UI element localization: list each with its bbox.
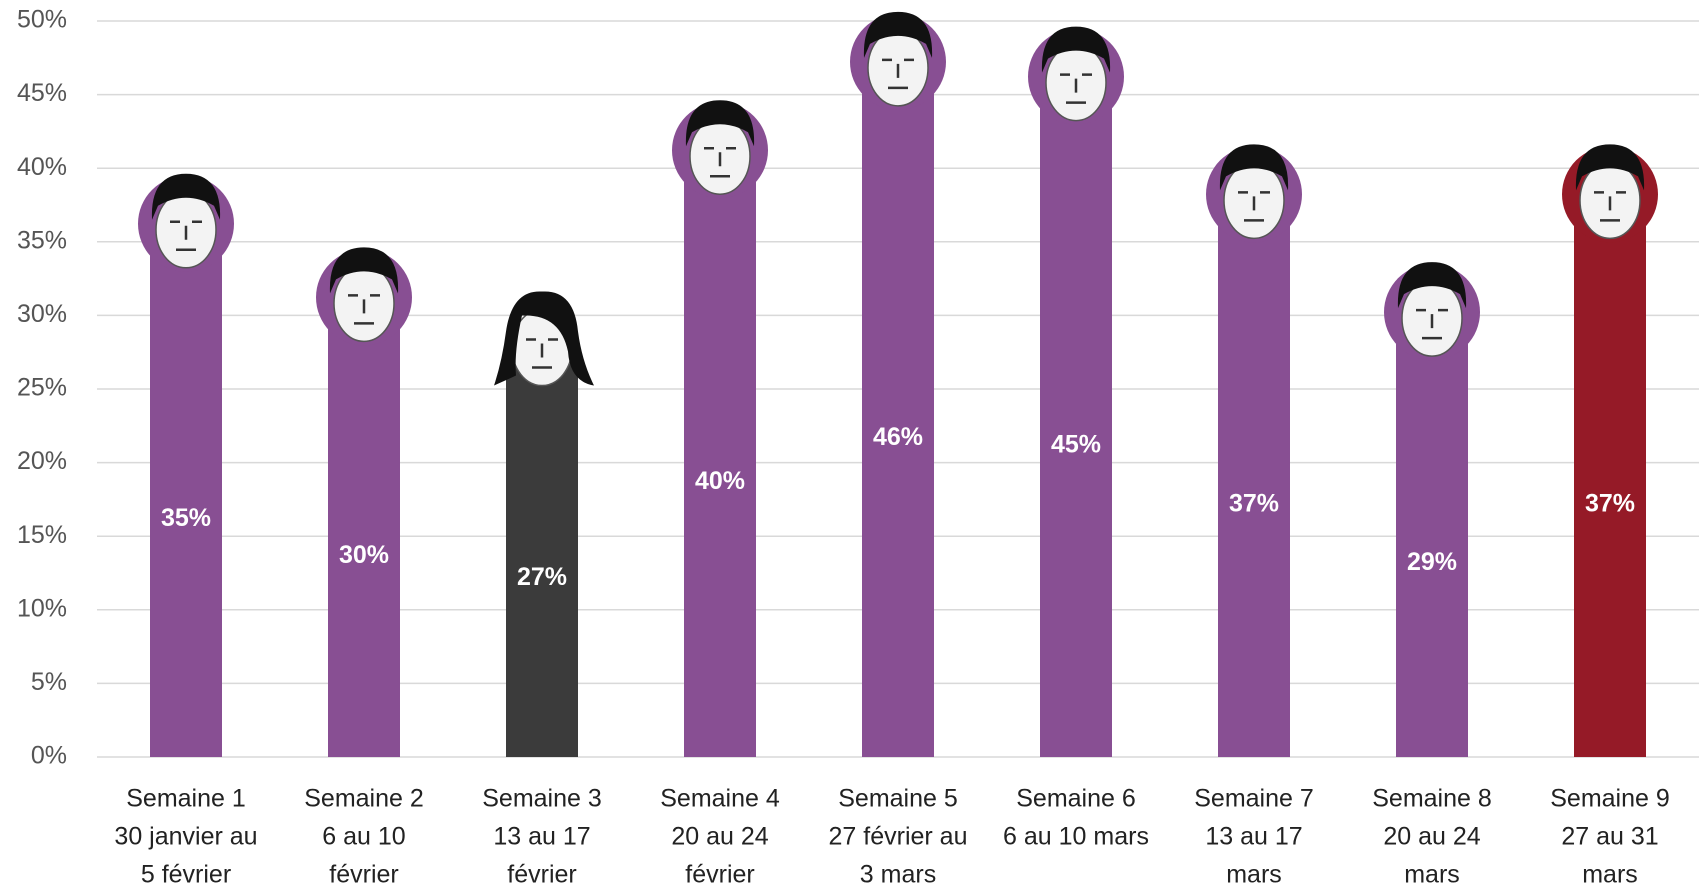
x-tick-label: 6 au 10 mars xyxy=(1003,823,1149,851)
x-tick-label: février xyxy=(329,861,398,889)
value-label: 35% xyxy=(161,504,211,532)
x-tick-label: 27 février au xyxy=(829,823,968,851)
y-tick-label: 0% xyxy=(31,742,67,770)
y-tick-label: 15% xyxy=(17,521,67,549)
x-tick-label: 5 février xyxy=(141,861,231,889)
bar xyxy=(506,360,578,757)
portrait xyxy=(1206,144,1302,242)
bar xyxy=(862,80,934,757)
x-tick-label: Semaine 3 xyxy=(482,785,602,813)
bar xyxy=(1574,212,1646,757)
value-label: 45% xyxy=(1051,430,1101,458)
x-tick-label: 20 au 24 xyxy=(671,823,768,851)
portrait xyxy=(672,100,768,198)
x-tick-label: Semaine 5 xyxy=(838,785,958,813)
x-tick-label: février xyxy=(685,861,754,889)
value-label: 37% xyxy=(1585,489,1635,517)
x-tick-label: Semaine 4 xyxy=(660,785,780,813)
y-tick-label: 50% xyxy=(17,6,67,34)
portrait xyxy=(494,291,594,385)
x-tick-label: mars xyxy=(1226,861,1282,889)
portrait xyxy=(316,247,412,345)
x-tick-label: 13 au 17 xyxy=(1205,823,1302,851)
value-label: 29% xyxy=(1407,548,1457,576)
bar xyxy=(1218,212,1290,757)
x-tick-label: Semaine 2 xyxy=(304,785,424,813)
y-tick-label: 25% xyxy=(17,374,67,402)
bar xyxy=(684,168,756,757)
portrait xyxy=(1384,262,1480,360)
value-label: 40% xyxy=(695,467,745,495)
portrait xyxy=(850,12,946,110)
x-tick-label: Semaine 9 xyxy=(1550,785,1670,813)
y-tick-label: 30% xyxy=(17,300,67,328)
y-tick-label: 45% xyxy=(17,79,67,107)
x-tick-label: 6 au 10 xyxy=(322,823,405,851)
bar xyxy=(1396,330,1468,757)
x-tick-label: 20 au 24 xyxy=(1383,823,1480,851)
value-label: 27% xyxy=(517,563,567,591)
x-tick-label: 30 janvier au xyxy=(114,823,257,851)
value-label: 30% xyxy=(339,541,389,569)
y-tick-label: 20% xyxy=(17,447,67,475)
value-label: 37% xyxy=(1229,489,1279,517)
y-tick-label: 5% xyxy=(31,668,67,696)
portrait xyxy=(1562,144,1658,242)
x-tick-label: Semaine 7 xyxy=(1194,785,1314,813)
x-tick-label: Semaine 8 xyxy=(1372,785,1492,813)
chart: 0% 5% 10% 15% 20% 25% 30% 35% 40% 45% 50% Semaine 1… xyxy=(0,0,1699,891)
x-tick-label: 27 au 31 xyxy=(1561,823,1658,851)
x-tick-label: 13 au 17 xyxy=(493,823,590,851)
x-tick-label: Semaine 6 xyxy=(1016,785,1136,813)
portrait xyxy=(1028,27,1124,125)
bar xyxy=(150,242,222,757)
bar xyxy=(328,315,400,757)
y-tick-label: 40% xyxy=(17,153,67,181)
x-tick-label: Semaine 1 xyxy=(126,785,246,813)
x-tick-label: 3 mars xyxy=(860,861,936,889)
y-tick-label: 35% xyxy=(17,226,67,254)
x-tick-label: mars xyxy=(1404,861,1460,889)
x-tick-label: février xyxy=(507,861,576,889)
x-tick-label: mars xyxy=(1582,861,1638,889)
value-label: 46% xyxy=(873,423,923,451)
portrait xyxy=(138,174,234,272)
y-tick-label: 10% xyxy=(17,594,67,622)
bar xyxy=(1040,95,1112,757)
